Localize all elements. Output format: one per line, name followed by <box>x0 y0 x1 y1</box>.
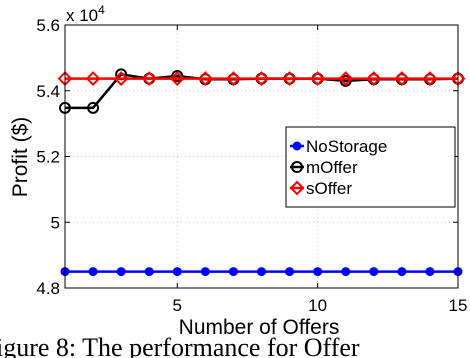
data-point-nostorage <box>116 267 126 277</box>
data-point-nostorage <box>397 267 407 277</box>
y-multiplier: x 104 <box>66 3 105 25</box>
data-point-nostorage <box>369 267 379 277</box>
data-point-soffer <box>141 71 157 87</box>
data-point-nostorage <box>228 267 238 277</box>
y-tick-label: 5.2 <box>36 148 60 167</box>
legend-entry-soffer: sOffer <box>289 179 352 198</box>
data-point-soffer <box>197 71 213 87</box>
data-point-soffer <box>113 71 129 87</box>
x-tick-label: 15 <box>449 296 468 315</box>
data-point-soffer <box>169 71 185 87</box>
data-point-soffer <box>310 71 326 87</box>
data-point-soffer <box>85 71 101 87</box>
data-point-soffer <box>338 71 354 87</box>
data-point-nostorage <box>425 267 435 277</box>
legend: NoStorage mOffer sOffer <box>285 126 456 208</box>
data-point-soffer <box>282 71 297 87</box>
data-point-moffer <box>87 101 100 114</box>
data-point-nostorage <box>144 267 154 277</box>
data-point-nostorage <box>172 267 182 277</box>
legend-label: sOffer <box>306 179 352 198</box>
data-point-soffer <box>366 71 382 87</box>
grid-lines <box>65 25 459 288</box>
legend-box <box>285 126 456 208</box>
y-tick-label: 4.8 <box>36 279 60 298</box>
data-point-soffer <box>226 71 241 87</box>
data-point-nostorage <box>313 267 323 277</box>
y-multiplier-exponent: 4 <box>98 3 105 17</box>
caption-fragment: igure 8: The performance for Offer <box>0 333 360 358</box>
data-point-nostorage <box>88 267 98 277</box>
legend-label: NoStorage <box>306 137 387 156</box>
x-tick-label: 5 <box>173 296 182 315</box>
data-point-nostorage <box>285 267 295 277</box>
y-tick-label: 5.6 <box>36 16 60 35</box>
series-nostorage <box>60 267 463 277</box>
legend-entry-moffer: mOffer <box>290 158 358 177</box>
legend-marker <box>289 180 305 196</box>
data-point-soffer <box>394 71 410 87</box>
legend-entry-nostorage: NoStorage <box>290 137 387 156</box>
data-point-soffer <box>422 71 438 87</box>
data-point-nostorage <box>341 267 351 277</box>
data-point-nostorage <box>257 267 266 277</box>
y-tick-label: 5.4 <box>36 82 60 101</box>
x-axis-label: Number of Offers <box>179 316 340 339</box>
data-point-nostorage <box>200 267 210 277</box>
x-tick-label: 10 <box>308 296 327 315</box>
y-axis-label: Profit ($) <box>9 117 32 198</box>
legend-marker <box>292 141 302 151</box>
legend-marker <box>291 161 303 173</box>
axis-ticks: 5 10 15 4.8 5 5.2 5.4 5.6 <box>36 16 467 315</box>
y-tick-label: 5 <box>51 213 60 232</box>
legend-label: mOffer <box>306 158 358 177</box>
data-point-soffer <box>254 71 269 87</box>
data-point-moffer <box>171 69 184 82</box>
